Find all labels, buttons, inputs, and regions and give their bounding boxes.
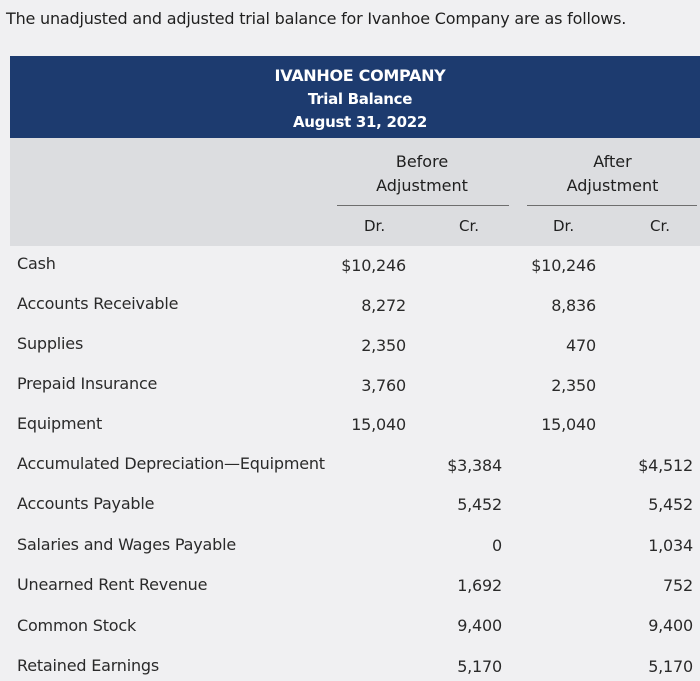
after-dr-value: 2,350 — [551, 376, 596, 395]
account-name: Cash — [17, 254, 56, 273]
before-heading-line-2: Adjustment — [376, 176, 468, 195]
after-cr-value: 1,034 — [648, 536, 693, 555]
after-dr-value: 8,836 — [551, 296, 596, 315]
before-heading-line-1: Before — [395, 152, 449, 171]
after-heading-line-1: After — [593, 152, 632, 171]
statement-title: Trial Balance — [307, 90, 413, 108]
before-cr-value: 5,452 — [457, 495, 502, 514]
account-name: Unearned Rent Revenue — [17, 575, 208, 594]
before-dr-header: Dr. — [364, 217, 386, 235]
account-name: Accumulated Depreciation—Equipment — [17, 454, 325, 473]
after-adjustment-heading: After Adjustment — [540, 150, 685, 198]
company-name: IVANHOE COMPANY — [274, 66, 446, 85]
after-heading-rule — [527, 205, 697, 206]
account-name: Retained Earnings — [17, 656, 160, 675]
column-header-band — [10, 138, 700, 246]
after-dr-value: 15,040 — [541, 415, 596, 434]
before-dr-value: 15,040 — [351, 415, 406, 434]
before-heading-rule — [337, 205, 509, 206]
before-cr-value: 0 — [492, 536, 502, 555]
after-cr-value: 5,452 — [648, 495, 693, 514]
before-cr-value: $3,384 — [447, 456, 502, 475]
before-cr-header: Cr. — [459, 217, 480, 235]
before-cr-value: 1,692 — [457, 576, 502, 595]
header-band — [10, 56, 700, 138]
account-name: Equipment — [17, 414, 103, 433]
statement-date: August 31, 2022 — [292, 113, 428, 131]
after-cr-value: 752 — [663, 576, 693, 595]
after-cr-header: Cr. — [650, 217, 671, 235]
account-name: Accounts Payable — [17, 494, 155, 513]
account-name: Prepaid Insurance — [17, 374, 158, 393]
account-name: Common Stock — [17, 616, 137, 635]
after-cr-value: 9,400 — [648, 616, 693, 635]
account-name: Salaries and Wages Payable — [17, 535, 236, 554]
before-cr-value: 5,170 — [457, 657, 502, 676]
before-adjustment-heading: Before Adjustment — [352, 150, 492, 198]
after-cr-value: 5,170 — [648, 657, 693, 676]
account-name: Accounts Receivable — [17, 294, 179, 313]
before-dr-value: 8,272 — [361, 296, 406, 315]
before-dr-value: 2,350 — [361, 336, 406, 355]
account-name: Supplies — [17, 334, 84, 353]
after-dr-value: $10,246 — [531, 256, 596, 275]
before-dr-value: $10,246 — [341, 256, 406, 275]
after-cr-value: $4,512 — [638, 456, 693, 475]
after-dr-header: Dr. — [553, 217, 575, 235]
before-dr-value: 3,760 — [361, 376, 406, 395]
before-cr-value: 9,400 — [457, 616, 502, 635]
after-dr-value: 470 — [566, 336, 596, 355]
intro-text: The unadjusted and adjusted trial balanc… — [6, 9, 627, 28]
after-heading-line-2: Adjustment — [566, 176, 659, 195]
